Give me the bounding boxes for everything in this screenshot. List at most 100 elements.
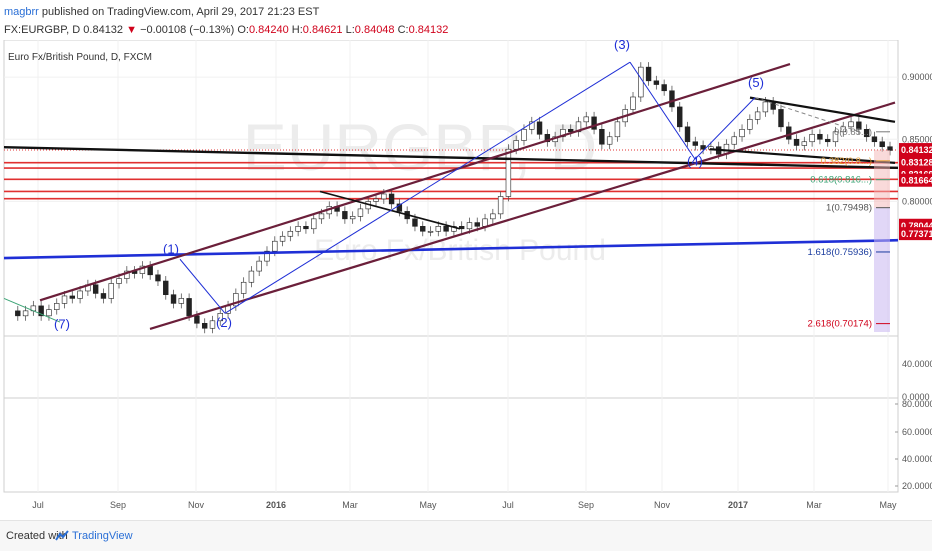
- black-trendline: [3, 146, 899, 170]
- created-with-label: Created with: [6, 530, 68, 542]
- low-label: L:: [345, 24, 355, 36]
- candle-body: [357, 208, 364, 217]
- green-line: [3, 297, 61, 323]
- candle-body: [692, 141, 699, 146]
- time-tick-label: Nov: [188, 500, 205, 510]
- watermark-symbol: EURGBP, D: [243, 110, 598, 184]
- candle-body: [420, 226, 426, 232]
- high-label: H:: [291, 24, 303, 36]
- candle-body: [529, 121, 535, 130]
- close-value: 0.84132: [408, 24, 449, 36]
- horizontal-levels: [4, 149, 898, 200]
- candle-body: [599, 129, 605, 145]
- indicator-tick-label: 60.0000: [902, 427, 932, 437]
- time-tick-label: Jul: [502, 500, 514, 510]
- candle-body: [731, 136, 737, 145]
- candle-body: [497, 196, 504, 215]
- fib-label: 0.618(0.816...): [810, 175, 872, 186]
- indicator-tick-label: 80.0000: [902, 399, 932, 409]
- candle-body: [505, 148, 512, 197]
- candle-body: [645, 66, 652, 82]
- price-label: 0.77371: [901, 229, 932, 239]
- fib-label: 1.618(0.75936): [808, 247, 872, 258]
- candles: [15, 62, 893, 334]
- candle-body: [560, 129, 566, 138]
- candle-body: [887, 146, 893, 151]
- price-chart[interactable]: EURGBP, D Euro Fx/British Pound Euro Fx/…: [0, 40, 932, 520]
- price-tick-label: 0.80000: [902, 196, 932, 206]
- candle-body: [77, 290, 83, 299]
- candle-body: [458, 226, 465, 230]
- indicator-pane-1-frame: [3, 335, 899, 399]
- candle-body: [201, 322, 208, 329]
- fib-label: 1(0.79498): [826, 203, 872, 214]
- candle-body: [684, 126, 691, 143]
- down-arrow-icon: ▼: [126, 24, 137, 36]
- candle-body: [279, 235, 286, 242]
- time-tick-label: Jul: [32, 500, 44, 510]
- candle-body: [272, 240, 278, 252]
- author-name[interactable]: magbrr: [4, 6, 39, 18]
- tradingview-brand[interactable]: TradingView: [72, 530, 133, 542]
- candle-body: [69, 295, 76, 299]
- candle-body: [793, 138, 800, 146]
- price-label-box: [899, 155, 932, 169]
- candle-body: [474, 222, 480, 227]
- candle-body: [427, 230, 434, 233]
- candle-body: [809, 133, 815, 143]
- fib-label: 0.382(0.8...): [821, 156, 872, 167]
- candle-body: [871, 136, 878, 143]
- wedge-lower-line: [709, 148, 896, 164]
- candle-body: [15, 310, 21, 317]
- candle-body: [832, 131, 839, 143]
- candle-body: [848, 121, 854, 128]
- wave-label: (2): [216, 315, 232, 330]
- candle-body: [209, 320, 216, 329]
- time-axis: Jul Sep Nov 2016 Mar May Jul Sep Nov 2017 Mar May: [32, 500, 897, 510]
- candle-body: [435, 226, 442, 232]
- candle-body: [801, 141, 808, 146]
- candle-body: [295, 226, 301, 232]
- candle-body: [373, 198, 379, 202]
- candle-body: [630, 96, 636, 110]
- price-label: 0.81664: [901, 176, 932, 186]
- price-change: −0.00108 (−0.13%): [140, 24, 235, 36]
- indicator-tick-label: 40.0000: [902, 359, 932, 369]
- price-label-box: [899, 173, 932, 187]
- candle-body: [100, 293, 107, 299]
- dashed-line: [754, 97, 861, 133]
- candle-body: [568, 129, 574, 133]
- candle-body: [388, 193, 395, 205]
- candle-body: [513, 140, 519, 150]
- candle-body: [311, 218, 317, 230]
- candle-body: [536, 121, 543, 135]
- trend-lines: [3, 61, 899, 332]
- grid: [4, 40, 898, 492]
- candle-body: [170, 294, 177, 304]
- candle-body: [591, 116, 597, 130]
- candle-body: [240, 281, 247, 294]
- candle-body: [217, 313, 223, 322]
- channel-lower-line: [149, 101, 896, 330]
- wave-line: [224, 61, 631, 314]
- candle-body: [116, 278, 122, 284]
- footer: Created with TradingView: [0, 520, 932, 551]
- candle-body: [583, 116, 589, 123]
- candle-body: [22, 310, 29, 317]
- tradingview-logo-icon: [55, 530, 69, 541]
- candle-body: [155, 274, 161, 282]
- candle-body: [638, 66, 644, 98]
- candle-body: [396, 203, 403, 212]
- candle-body: [747, 119, 753, 130]
- wave-line: [694, 97, 756, 160]
- wave-label: (4): [687, 153, 703, 168]
- open-label: O:: [237, 24, 249, 36]
- candle-body: [490, 213, 496, 220]
- indicator-tick-label: 40.0000: [902, 454, 932, 464]
- chart-title: Euro Fx/British Pound, D, FXCM: [8, 52, 152, 63]
- candle-body: [342, 211, 348, 220]
- candle-body: [700, 145, 706, 150]
- time-tick-label: May: [879, 500, 897, 510]
- candle-body: [248, 270, 255, 283]
